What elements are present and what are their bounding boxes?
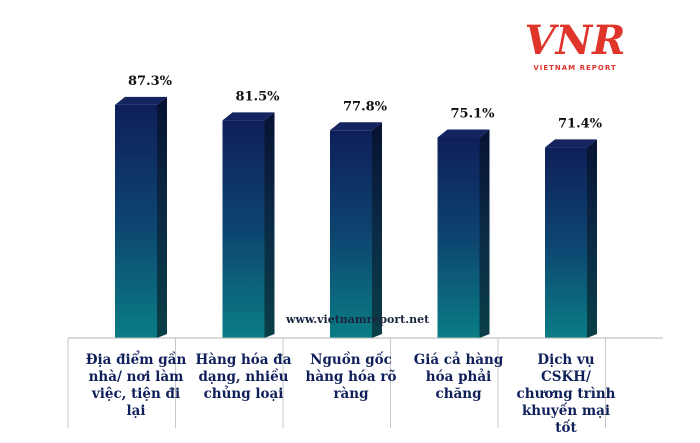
bar-top [545, 139, 597, 148]
bar-3 [330, 122, 382, 338]
bar-top [222, 112, 275, 121]
bar-side [479, 129, 490, 338]
bar-front [545, 147, 587, 338]
bar-side [587, 139, 597, 338]
svg-text:VNR: VNR [525, 17, 626, 64]
bar-side [264, 112, 275, 339]
category-label: Địa điểm gần nhà/ nơi làm việc, tiện đi … [85, 352, 187, 419]
bar-5 [545, 139, 597, 338]
bar-1 [115, 96, 167, 338]
bar-2 [222, 112, 275, 339]
bar-front [222, 120, 265, 339]
category-label: Hàng hóa đa dạng, nhiều chủng loại [195, 352, 292, 402]
vnr-logo: VNR VIETNAM REPORT [520, 12, 630, 76]
data-label: 71.4% [558, 116, 603, 131]
bar-front [330, 130, 372, 338]
watermark-url: www.vietnamreport.net [286, 313, 430, 326]
bar-side [372, 122, 382, 338]
logo-subtitle: VIETNAM REPORT [533, 64, 617, 72]
bar-front [115, 104, 157, 338]
bar-top [437, 129, 490, 138]
bar-side [157, 96, 167, 338]
data-label: 81.5% [235, 89, 280, 104]
category-label: Giá cả hàng hóa phải chăng [413, 352, 504, 402]
data-label: 75.1% [450, 106, 495, 121]
category-label: Nguồn gốc hàng hóa rõ ràng [305, 352, 397, 402]
bar-top [330, 122, 382, 131]
bar-top [115, 96, 167, 105]
category-label: Dịch vụ CSKH/ chương trình khuyến mại tố… [516, 352, 616, 436]
vnr-logo-mark: VNR [525, 17, 626, 64]
data-label: 87.3% [128, 74, 173, 89]
data-label: 77.8% [343, 99, 388, 114]
bar-front [437, 137, 480, 338]
bar-4 [437, 129, 490, 338]
